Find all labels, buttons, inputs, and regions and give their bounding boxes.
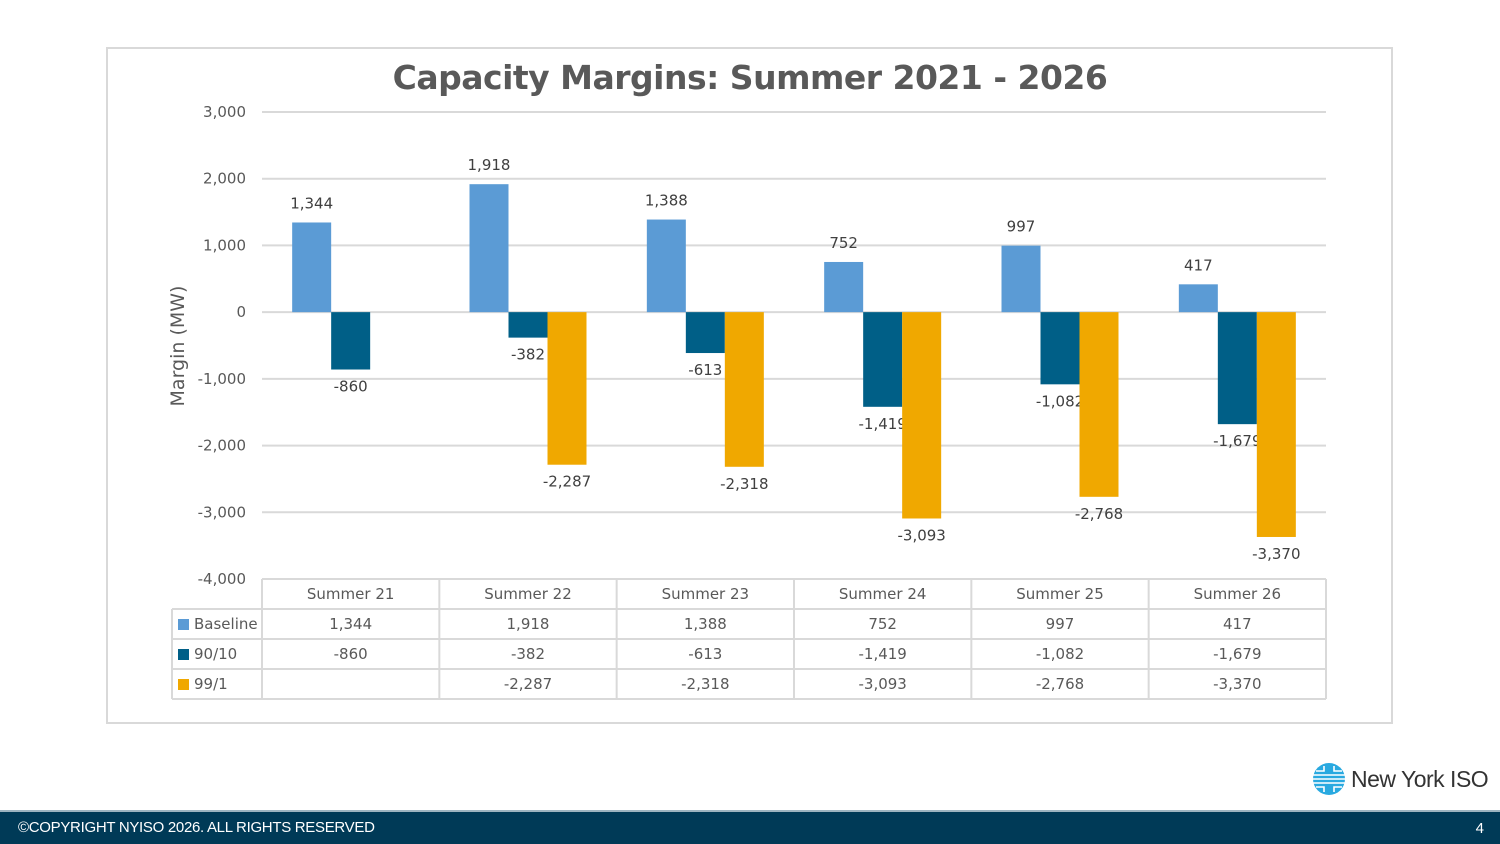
table-cell: 752 bbox=[868, 615, 897, 633]
copyright-text: ©COPYRIGHT NYISO 2026. ALL RIGHTS RESERV… bbox=[18, 819, 375, 836]
table-cell: -2,768 bbox=[1036, 675, 1084, 693]
table-cell: 1,388 bbox=[684, 615, 727, 633]
y-tick-label: -1,000 bbox=[198, 370, 246, 388]
data-label: -1,082 bbox=[1036, 392, 1084, 410]
bar-90-10 bbox=[508, 312, 548, 338]
table-cell: -860 bbox=[334, 645, 368, 663]
y-tick-label: -3,000 bbox=[198, 503, 246, 521]
y-tick-label: -4,000 bbox=[198, 570, 246, 588]
data-label: -613 bbox=[688, 361, 722, 379]
y-tick-label: 2,000 bbox=[203, 170, 246, 188]
table-cell: 997 bbox=[1046, 615, 1075, 633]
y-axis-label: Margin (MW) bbox=[167, 286, 189, 407]
bar-99-1 bbox=[1256, 312, 1296, 537]
bar-90-10 bbox=[1040, 312, 1080, 385]
legend-label: Baseline bbox=[194, 615, 258, 633]
data-label: -1,679 bbox=[1213, 432, 1261, 450]
bar-99-1 bbox=[547, 312, 587, 465]
chart-title: Capacity Margins: Summer 2021 - 2026 bbox=[392, 58, 1108, 97]
y-tick-label: 1,000 bbox=[203, 236, 246, 254]
data-label: 417 bbox=[1184, 256, 1213, 274]
y-tick-label: 3,000 bbox=[203, 103, 246, 121]
table-header-cell: Summer 24 bbox=[839, 585, 927, 603]
bar-90-10 bbox=[685, 312, 725, 354]
legend-label: 90/10 bbox=[194, 645, 237, 663]
table-cell: 1,918 bbox=[507, 615, 550, 633]
bar-baseline bbox=[824, 261, 864, 313]
table-cell: -3,370 bbox=[1213, 675, 1261, 693]
data-label: 1,344 bbox=[290, 194, 333, 212]
legend-key bbox=[178, 679, 189, 690]
data-label: 1,918 bbox=[468, 156, 511, 174]
data-label: -860 bbox=[334, 378, 368, 396]
nyiso-globe-icon bbox=[1313, 763, 1345, 795]
bar-90-10 bbox=[331, 312, 371, 370]
table-header-cell: Summer 26 bbox=[1194, 585, 1282, 603]
legend-key bbox=[178, 649, 189, 660]
bar-99-1 bbox=[724, 312, 764, 467]
data-label: -1,419 bbox=[858, 415, 906, 433]
bar-baseline bbox=[1001, 245, 1041, 313]
data-label: -2,287 bbox=[543, 473, 591, 491]
table-cell: 417 bbox=[1223, 615, 1252, 633]
data-label: 752 bbox=[829, 234, 858, 252]
y-tick-label: 0 bbox=[236, 303, 246, 321]
bar-99-1 bbox=[1079, 312, 1119, 497]
page-number: 4 bbox=[1475, 820, 1484, 837]
nyiso-logo: New York ISO bbox=[1312, 762, 1489, 796]
data-label: 997 bbox=[1007, 218, 1036, 236]
data-label: 1,388 bbox=[645, 192, 688, 210]
table-cell: 1,344 bbox=[329, 615, 372, 633]
table-cell: -3,093 bbox=[858, 675, 906, 693]
bar-90-10 bbox=[863, 312, 903, 407]
bar-baseline bbox=[1178, 284, 1218, 313]
table-cell: -382 bbox=[511, 645, 545, 663]
bar-90-10 bbox=[1217, 312, 1257, 425]
y-tick-label: -2,000 bbox=[198, 437, 246, 455]
bar-99-1 bbox=[902, 312, 942, 519]
table-cell: -1,679 bbox=[1213, 645, 1261, 663]
legend-key bbox=[178, 619, 189, 630]
bar-baseline bbox=[646, 219, 686, 313]
bar-baseline bbox=[292, 222, 332, 313]
data-label: -2,318 bbox=[720, 475, 768, 493]
bar-baseline bbox=[469, 184, 509, 313]
footer-bar: ©COPYRIGHT NYISO 2026. ALL RIGHTS RESERV… bbox=[0, 810, 1500, 844]
data-label: -2,768 bbox=[1075, 505, 1123, 523]
data-label: -3,093 bbox=[897, 526, 945, 544]
table-header-cell: Summer 22 bbox=[484, 585, 572, 603]
table-cell: -2,287 bbox=[504, 675, 552, 693]
table-header-cell: Summer 25 bbox=[1016, 585, 1104, 603]
table-header-cell: Summer 21 bbox=[307, 585, 395, 603]
legend-label: 99/1 bbox=[194, 675, 228, 693]
table-cell: -1,082 bbox=[1036, 645, 1084, 663]
table-cell: -613 bbox=[688, 645, 722, 663]
table-cell: -2,318 bbox=[681, 675, 729, 693]
data-label: -382 bbox=[511, 346, 545, 364]
data-label: -3,370 bbox=[1252, 545, 1300, 563]
logo-text: New York ISO bbox=[1351, 765, 1489, 792]
table-cell: -1,419 bbox=[858, 645, 906, 663]
table-header-cell: Summer 23 bbox=[662, 585, 750, 603]
